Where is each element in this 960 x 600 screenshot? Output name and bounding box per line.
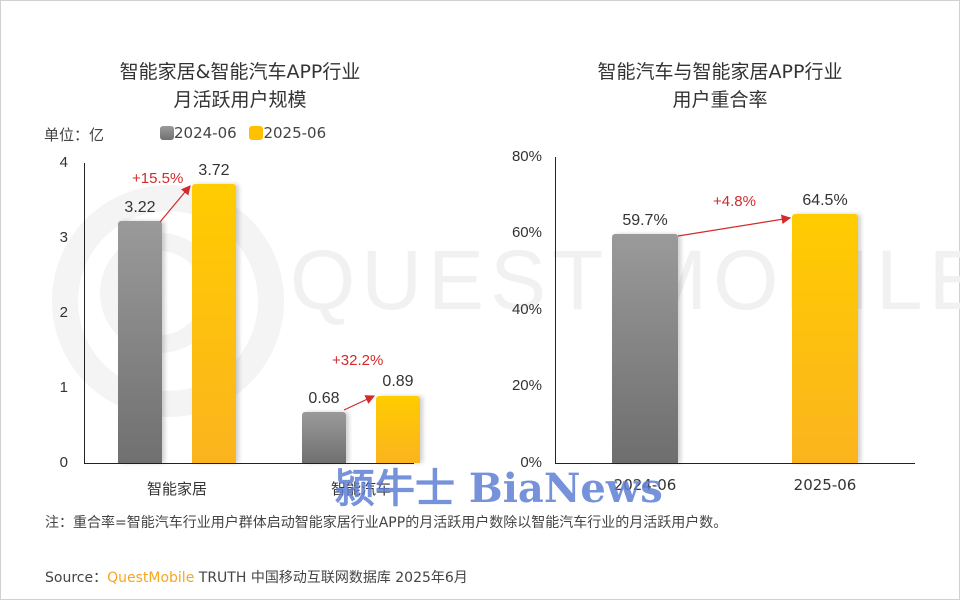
- right-y-axis: [555, 157, 556, 463]
- bar-smarthome-2025: [192, 184, 236, 463]
- growth-label: +4.8%: [713, 193, 756, 210]
- bar-overlap-2025: [792, 214, 858, 463]
- right-title-line1: 智能汽车与智能家居APP行业: [597, 61, 843, 83]
- left-ytick: 0: [59, 454, 68, 471]
- legend-label-2024: 2024-06: [174, 124, 237, 142]
- value-label: 3.22: [124, 199, 156, 216]
- legend-swatch-2025: [249, 126, 264, 140]
- left-x-axis: [84, 463, 414, 464]
- left-chart-title: 智能家居&智能汽车APP行业 月活跃用户规模: [40, 58, 440, 114]
- growth-arrows-left: [159, 185, 376, 411]
- right-x-axis: [555, 463, 915, 464]
- growth-label: +32.2%: [332, 352, 384, 369]
- left-ytick: 2: [59, 304, 68, 321]
- value-label: 64.5%: [802, 192, 848, 209]
- right-chart-title: 智能汽车与智能家居APP行业 用户重合率: [520, 58, 920, 114]
- right-ytick: 20%: [511, 377, 542, 394]
- source-prefix: Source：: [45, 570, 108, 586]
- footnote: 注：重合率=智能汽车行业用户群体启动智能家居行业APP的月活跃用户数除以智能汽车…: [45, 515, 728, 531]
- left-ytick: 4: [59, 154, 68, 171]
- legend-swatch-2024: [160, 126, 174, 140]
- value-label: 0.89: [382, 373, 414, 390]
- bar-smarthome-2024: [118, 221, 162, 463]
- legend: 2024-06 2025-06: [160, 124, 326, 142]
- growth-arrow-right: [677, 214, 792, 237]
- bar-smartcar-2025: [376, 396, 420, 463]
- legend-label-2025: 2025-06: [263, 124, 327, 142]
- left-ytick: 3: [59, 229, 68, 246]
- category-label: 2025-06: [793, 476, 857, 494]
- unit-label: 单位：亿: [44, 126, 105, 144]
- left-ytick: 1: [59, 379, 68, 396]
- left-title-line1: 智能家居&智能汽车APP行业: [119, 61, 361, 83]
- right-ytick: 80%: [511, 148, 542, 165]
- bianews-watermark: 颍牛士 BiaNews: [335, 465, 663, 512]
- right-title-line2: 用户重合率: [672, 89, 768, 111]
- value-label: 59.7%: [622, 212, 668, 229]
- category-label: 智能家居: [146, 480, 207, 498]
- growth-label: +15.5%: [132, 170, 184, 187]
- source-brand: QuestMobile: [107, 570, 195, 586]
- category-label: 智能汽车: [330, 480, 391, 498]
- right-ytick: 0%: [520, 454, 542, 471]
- left-title-line2: 月活跃用户规模: [173, 89, 307, 111]
- value-label: 3.72: [198, 162, 230, 179]
- value-label: 0.68: [308, 390, 340, 407]
- source-line: Source：QuestMobile TRUTH 中国移动互联网数据库 2025…: [45, 567, 468, 587]
- left-y-axis: [84, 163, 85, 463]
- bar-smartcar-2024: [302, 412, 346, 463]
- bar-overlap-2024: [612, 234, 678, 463]
- right-ytick: 40%: [511, 301, 542, 318]
- category-label: 2024-06: [613, 476, 677, 494]
- right-ytick: 60%: [511, 224, 542, 241]
- source-rest: TRUTH 中国移动互联网数据库 2025年6月: [194, 570, 468, 586]
